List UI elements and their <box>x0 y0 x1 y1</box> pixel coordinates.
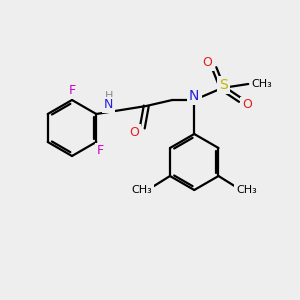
Text: N: N <box>189 89 200 103</box>
Text: H: H <box>105 91 113 101</box>
Text: CH₃: CH₃ <box>236 185 257 195</box>
Text: N: N <box>103 98 113 112</box>
Text: O: O <box>129 125 139 139</box>
Text: O: O <box>242 98 252 112</box>
Text: CH₃: CH₃ <box>132 185 152 195</box>
Text: O: O <box>202 56 212 70</box>
Text: F: F <box>97 145 104 158</box>
Text: F: F <box>68 85 76 98</box>
Text: CH₃: CH₃ <box>252 79 273 89</box>
Text: S: S <box>219 78 228 92</box>
